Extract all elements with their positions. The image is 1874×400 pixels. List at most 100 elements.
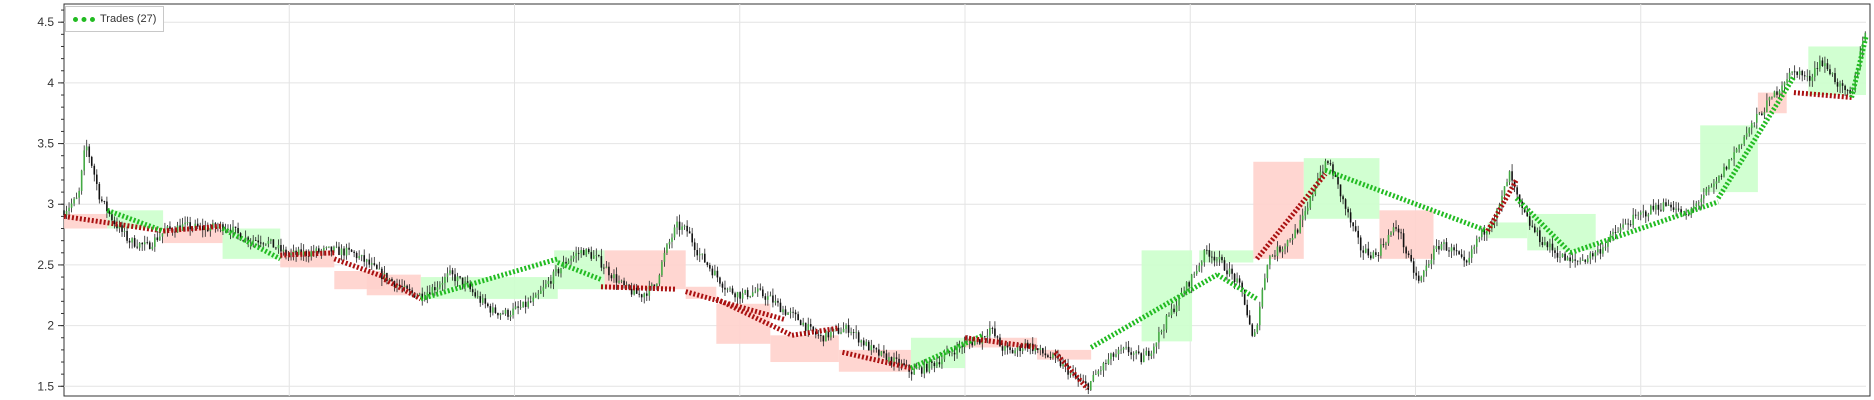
candle-body — [1362, 250, 1365, 253]
candle-body — [946, 350, 948, 355]
candle-body — [809, 324, 812, 327]
candle-body — [585, 248, 588, 256]
candle-body — [507, 309, 509, 317]
candle-body — [857, 332, 860, 343]
candle-body — [1107, 359, 1110, 364]
candle-body — [605, 266, 608, 269]
candle-body — [1370, 255, 1372, 259]
candle-body — [1564, 253, 1566, 261]
candle-body — [850, 332, 852, 333]
candle-body — [1266, 264, 1269, 279]
win-trade-line — [221, 226, 282, 262]
candle-body — [1856, 68, 1859, 76]
candle-body — [774, 300, 777, 303]
candle-body — [653, 284, 656, 287]
loss-trade-box — [770, 335, 839, 363]
candle-body — [1359, 237, 1362, 251]
candle-body — [101, 199, 103, 202]
candle-body — [643, 293, 646, 298]
candle-body — [1130, 352, 1132, 355]
candle-body — [154, 237, 156, 247]
y-tick-label: 2 — [47, 319, 54, 333]
candle-body — [1632, 214, 1634, 226]
candle-body — [638, 293, 640, 295]
candle-body — [403, 285, 406, 288]
candle-body — [577, 253, 580, 255]
candle-body — [348, 247, 350, 250]
win-trade-box — [910, 337, 965, 369]
candle-body — [1352, 222, 1354, 227]
candle-body — [1748, 128, 1751, 134]
candle-body — [524, 301, 527, 307]
candle-body — [711, 268, 714, 276]
candle-body — [151, 246, 154, 249]
candle-body — [1231, 268, 1233, 274]
candle-body — [706, 262, 709, 266]
candle-body — [196, 223, 199, 227]
candle-body — [1127, 346, 1130, 353]
candle-body — [1092, 374, 1095, 382]
candle-body — [224, 229, 227, 232]
candle-body — [365, 259, 368, 262]
candle-body — [1203, 249, 1206, 263]
candle-body — [136, 246, 138, 248]
candle-body — [138, 243, 141, 248]
candle-body — [370, 263, 373, 265]
candle-body — [814, 331, 817, 335]
candle-body — [1306, 207, 1309, 212]
candle-body — [1324, 161, 1327, 172]
candle-body — [1501, 195, 1503, 205]
candle-body — [804, 322, 807, 331]
candle-body — [434, 287, 436, 291]
candle-body — [259, 242, 262, 244]
candle-body — [1044, 353, 1047, 356]
legend-label: Trades (27) — [100, 13, 157, 25]
candle-body — [451, 270, 454, 275]
candle-body — [1755, 113, 1758, 123]
candle-body — [537, 293, 540, 295]
candle-body — [141, 243, 144, 245]
candle-body — [1513, 180, 1516, 188]
candle-body — [895, 357, 898, 359]
candle-body — [1291, 238, 1294, 240]
candle-body — [517, 306, 519, 308]
candle-body — [1221, 256, 1223, 261]
candle-body — [1253, 332, 1256, 336]
candle-body — [1256, 325, 1259, 333]
candle-body — [883, 351, 885, 354]
candle-body — [1544, 242, 1546, 245]
candle-body — [1417, 275, 1420, 281]
candle-body — [1049, 357, 1052, 358]
candle-body — [1009, 347, 1011, 350]
candle-body — [1523, 207, 1526, 213]
candle-body — [1766, 100, 1768, 113]
candle-body — [1518, 194, 1521, 202]
candle-body — [1150, 353, 1153, 356]
candle-body — [1236, 278, 1238, 283]
candle-body — [1609, 234, 1612, 241]
candle-body — [1168, 315, 1170, 316]
candle-body — [663, 252, 666, 262]
candle-body — [731, 288, 734, 294]
candle-body — [572, 255, 575, 259]
candle-body — [272, 239, 275, 248]
candle-body — [1193, 273, 1196, 275]
candle-body — [1667, 204, 1670, 206]
candle-body — [83, 150, 85, 171]
candle-body — [1349, 212, 1352, 223]
candle-body — [570, 258, 572, 261]
candle-body — [792, 311, 794, 313]
candle-body — [519, 307, 522, 308]
loss-trade-box — [1253, 161, 1304, 259]
candle-body — [1354, 226, 1357, 231]
candle-body — [1715, 181, 1718, 184]
candle-body — [1115, 354, 1117, 357]
candle-body — [1526, 212, 1529, 217]
candle-body — [1208, 250, 1211, 257]
candle-body — [1142, 355, 1145, 363]
candle-body — [1796, 71, 1798, 75]
candle-body — [852, 332, 855, 333]
candle-body — [784, 309, 787, 315]
win-trade-line — [106, 207, 164, 234]
candle-body — [799, 320, 802, 326]
